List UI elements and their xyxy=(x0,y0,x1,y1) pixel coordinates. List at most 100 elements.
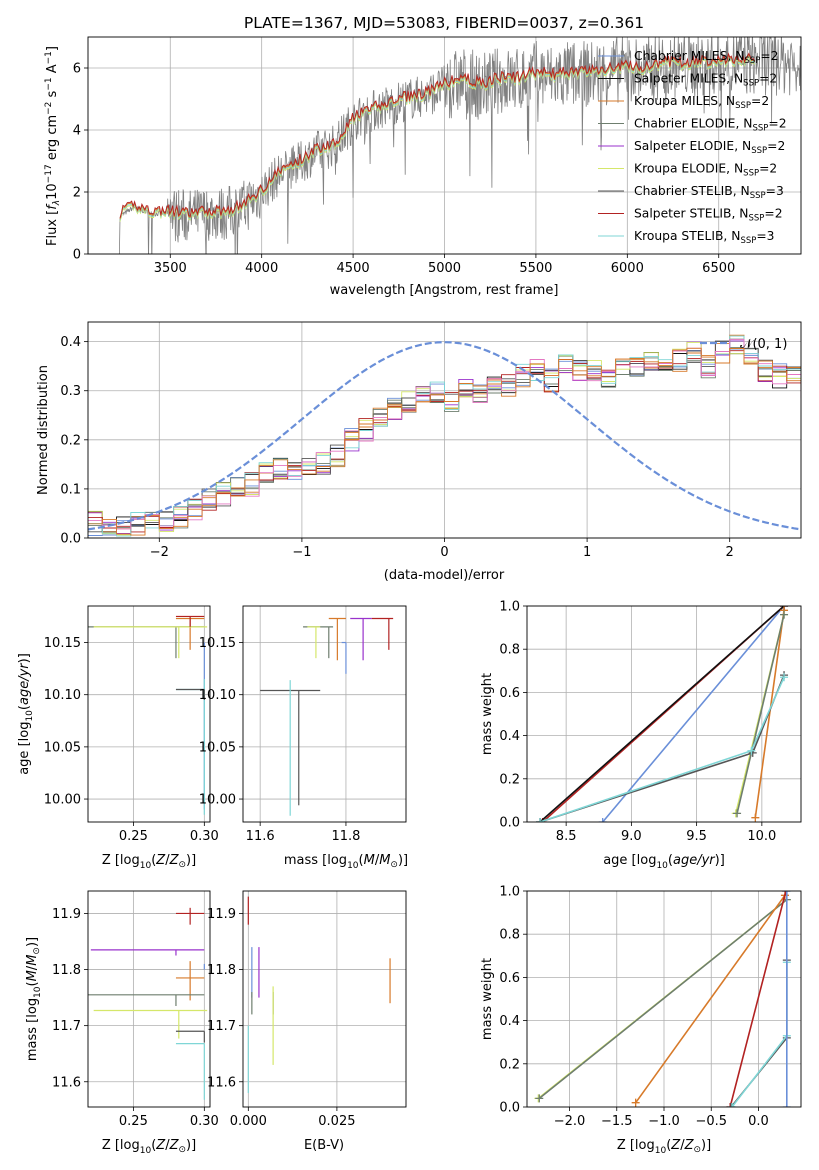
weight-line-salpeter_stelib xyxy=(729,891,787,1107)
axes-frame xyxy=(87,36,802,255)
y-tick-label: 0.2 xyxy=(60,433,81,448)
legend-entry: Kroupa MILES, NSSP=2 xyxy=(634,94,769,111)
grid xyxy=(243,891,406,1107)
weight-marker-chabrier_miles xyxy=(598,818,607,822)
x-tick-label: −1.0 xyxy=(648,1114,680,1129)
grid xyxy=(88,322,801,539)
weight-marker-kroupa_miles xyxy=(751,813,760,822)
x-tick-label: 5500 xyxy=(519,261,552,276)
x-tick-label: 0.000 xyxy=(230,1114,267,1129)
plot-area xyxy=(119,37,801,254)
weight-line-chabrier_miles xyxy=(602,606,785,822)
plot-area xyxy=(247,896,391,1093)
x-tick-label: 3500 xyxy=(154,261,187,276)
x-tick-label: −2.0 xyxy=(554,1114,586,1129)
histogram-extra1 xyxy=(88,347,801,536)
y-axis-label: Flux [fλ10−17 erg cm−2 s−1 A−1] xyxy=(44,46,62,246)
y-tick-label: 4 xyxy=(73,124,81,139)
axes-frame xyxy=(526,605,802,823)
model-fit-salpeter_stelib xyxy=(119,52,756,219)
ticks: 11.6 11.8 10.00 10.05 10.10 10.15 xyxy=(199,636,361,844)
y-tick-label: 0.4 xyxy=(499,729,520,744)
y-tick-label: 0.6 xyxy=(499,971,520,986)
chart-title: PLATE=1367, MJD=53083, FIBERID=0037, z=0… xyxy=(244,14,644,32)
y-axis-label: Normed distribution xyxy=(36,365,51,495)
grid xyxy=(243,606,406,822)
weight-line-chabrier_stelib xyxy=(539,674,785,822)
weight-line-kroupa_miles xyxy=(754,610,785,818)
weight-line-kroupa_stelib xyxy=(539,676,785,822)
ticks: 0.25 0.30 10.00 10.05 10.10 10.15 xyxy=(44,636,219,844)
mass-vs-extinction-panel: 0.000 0.025 11.6 11.7 11.8 11.9 E(B-V) xyxy=(207,890,407,1153)
mass-weight-vs-age-panel: 8.5 9.0 9.5 10.0 0.0 0.2 0.4 0.6 0.8 1.0 mass weig… xyxy=(480,600,802,871)
x-tick-label: 9.0 xyxy=(621,829,642,844)
y-tick-label: 10.05 xyxy=(199,740,236,755)
x-axis-label: (data-model)/error xyxy=(384,568,505,583)
plot-area xyxy=(88,615,208,815)
x-tick-label: 11.8 xyxy=(331,829,360,844)
axes-frame xyxy=(87,605,211,823)
y-axis-label: mass weight xyxy=(480,673,495,755)
weight-line-kroupa_miles xyxy=(635,894,786,1104)
y-tick-label: 11.7 xyxy=(52,1019,81,1034)
y-tick-label: 10.15 xyxy=(199,636,236,651)
x-tick-label: 2 xyxy=(726,545,734,560)
mass-vs-metallicity-panel: 0.25 0.30 11.6 11.7 11.8 11.9 Z [log10(Z/Z⊙)] m… xyxy=(25,890,219,1156)
x-tick-label: 10.0 xyxy=(747,829,776,844)
y-tick-label: 2 xyxy=(73,186,81,201)
weight-line-salpeter_miles xyxy=(539,606,785,822)
ticks: −2 −1 0 1 2 0.0 0.1 0.2 0.3 0.4 xyxy=(60,335,734,560)
x-axis-label: E(B-V) xyxy=(304,1138,344,1153)
ticks: 0.25 0.30 11.6 11.7 11.8 11.9 xyxy=(52,907,219,1129)
ticks: 0.000 0.025 11.6 11.7 11.8 11.9 xyxy=(207,907,355,1129)
axes-frame xyxy=(526,890,802,1108)
legend-entry: Kroupa STELIB, NSSP=3 xyxy=(634,229,775,246)
axes-frame xyxy=(87,321,802,539)
y-tick-label: 0.0 xyxy=(499,816,520,831)
y-tick-label: 11.6 xyxy=(207,1075,236,1090)
histogram-kroupa_elodie xyxy=(88,341,801,536)
y-tick-label: 0.8 xyxy=(499,643,520,658)
legend-entry: 𝒩(0, 1) xyxy=(740,337,787,352)
plot-area xyxy=(534,891,791,1107)
gaussian-curve xyxy=(88,341,801,531)
x-tick-label: 0.25 xyxy=(119,829,148,844)
y-tick-label: 10.10 xyxy=(44,688,81,703)
weight-marker-chabrier_stelib xyxy=(727,1103,736,1107)
plot-area xyxy=(88,907,208,1100)
age-vs-metallicity-panel: 0.25 0.30 10.00 10.05 10.10 10.15 Z [log10(Z/Z… xyxy=(17,605,219,871)
legend-entry: Salpeter MILES, NSSP=2 xyxy=(634,72,777,89)
y-tick-label: 0.0 xyxy=(499,1101,520,1116)
x-tick-label: 5000 xyxy=(428,261,461,276)
y-tick-label: 10.15 xyxy=(44,636,81,651)
plot-area xyxy=(536,606,789,822)
ticks: 8.5 9.0 9.5 10.0 0.0 0.2 0.4 0.6 0.8 1.0 xyxy=(499,600,776,845)
y-tick-label: 1.0 xyxy=(499,885,520,900)
y-tick-label: 10.00 xyxy=(199,793,236,808)
x-tick-label: 8.5 xyxy=(556,829,577,844)
residual-histogram-panel: −2 −1 0 1 2 0.0 0.1 0.2 0.3 0.4 (data-model)/error… xyxy=(36,321,802,583)
y-tick-label: 10.10 xyxy=(199,688,236,703)
ticks: 3500 4000 4500 5000 5500 6000 6500 0 2 4 6 xyxy=(73,62,736,277)
y-tick-label: 1.0 xyxy=(499,600,520,615)
y-tick-label: 0 xyxy=(73,248,81,263)
x-axis-label: Z [log10(Z/Z⊙)] xyxy=(102,853,196,871)
y-tick-label: 11.6 xyxy=(52,1075,81,1090)
x-tick-label: 0 xyxy=(440,545,448,560)
plot-area xyxy=(88,334,801,537)
y-tick-label: 10.00 xyxy=(44,793,81,808)
data-spectrum-line xyxy=(119,37,801,254)
x-tick-label: −0.5 xyxy=(695,1114,727,1129)
weight-marker-chabrier_miles xyxy=(782,1103,791,1107)
histogram-salpeter_miles xyxy=(88,340,801,533)
mass-weight-vs-metallicity-panel: −2.0 −1.5 −1.0 −0.5 0.0 0.0 0.2 0.4 0.6 0.8 1.0 mas… xyxy=(480,885,802,1156)
weight-line-chabrier_stelib xyxy=(730,960,788,1107)
weight-marker-kroupa_stelib xyxy=(747,746,756,755)
x-axis-label: Z [log10(Z/Z⊙)] xyxy=(102,1138,196,1156)
y-tick-label: 11.8 xyxy=(207,963,236,978)
axes-frame xyxy=(242,605,407,823)
histogram-chabrier_elodie xyxy=(88,346,801,534)
x-tick-label: 4000 xyxy=(245,261,278,276)
weight-marker-kroupa_stelib xyxy=(728,1103,737,1107)
weight-marker-salpeter_stelib xyxy=(781,891,790,895)
